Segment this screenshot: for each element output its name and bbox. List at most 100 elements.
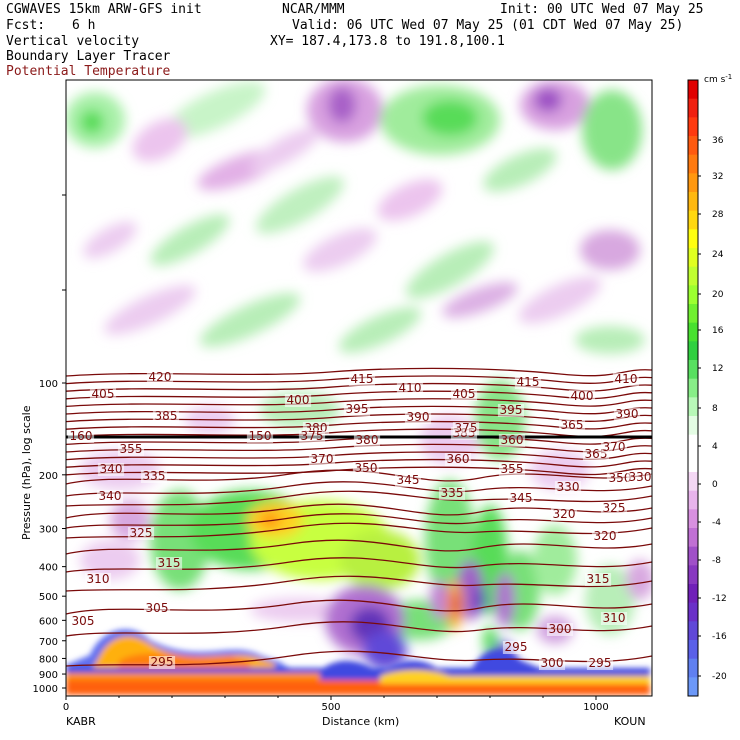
contour-label-bg	[84, 573, 112, 586]
contour-label-bg	[612, 373, 640, 386]
contour-label-bg	[591, 530, 619, 543]
colorbar-label: 0	[712, 480, 718, 490]
contour-label-bg	[550, 508, 578, 521]
theta-line-320	[66, 539, 652, 555]
contour-label: 400	[571, 389, 594, 403]
contour-label-bg	[69, 615, 97, 628]
contour-label: 295	[151, 655, 174, 669]
contour-label-bg	[343, 403, 371, 416]
contour-label-bg	[284, 394, 312, 407]
contour-label: 415	[517, 375, 540, 389]
colorbar-label: 20	[712, 290, 724, 300]
contour-label-bg	[600, 502, 628, 515]
contour-label-bg	[96, 490, 124, 503]
contour-label-bg	[152, 410, 180, 423]
contour-label: 380	[356, 433, 379, 447]
theta-line-330	[66, 513, 652, 529]
contour-label-bg	[613, 408, 641, 421]
colorbar-swatch	[688, 117, 698, 137]
colorbar-unit-text: cm s	[704, 75, 726, 85]
contour-label: 395	[500, 403, 523, 417]
contour-label-bg	[89, 388, 117, 401]
init-time: Init: 00 UTC Wed 07 May 25	[500, 2, 704, 17]
model-title: CGWAVES 15km ARW-GFS init	[6, 2, 202, 17]
contour-label-bg	[606, 472, 634, 485]
colorbar-swatch	[688, 80, 698, 100]
plot-frame	[65, 79, 653, 697]
contour-label-bg	[558, 419, 586, 432]
y-tick-label: 100	[39, 379, 58, 390]
contour-label-bg	[584, 573, 612, 586]
x-axis-title: Distance (km)	[322, 715, 399, 728]
contour-label-bg	[67, 430, 95, 443]
colorbar-swatch	[688, 285, 698, 305]
contour-label-bg	[502, 641, 530, 654]
contour-label: 300	[541, 656, 564, 670]
contour-label: 350	[355, 461, 378, 475]
contour-label-bg	[117, 443, 145, 456]
contour-label: 150	[249, 429, 272, 443]
contour-label: 345	[510, 491, 533, 505]
colorbar-label: 4	[712, 442, 718, 452]
colorbar-swatch	[688, 173, 698, 193]
x-axis: 0 500 1000	[63, 696, 609, 713]
colorbar-swatch	[688, 210, 698, 230]
colorbar-swatch	[688, 304, 698, 324]
contour-label: 305	[72, 614, 95, 628]
contour-label-bg	[148, 656, 176, 669]
contour-label: 360	[501, 433, 524, 447]
contour-label-bg	[140, 470, 168, 483]
contour-label: 375	[455, 421, 478, 435]
colorbar-swatch	[688, 378, 698, 398]
contour-label: 345	[397, 473, 420, 487]
contour-label: 410	[399, 381, 422, 395]
fcst-label: Fcst:	[6, 18, 46, 33]
theta-line-395	[66, 405, 652, 415]
contour-label-bg	[600, 441, 628, 454]
y-tick-label: 200	[39, 471, 58, 482]
contour-label: 360	[447, 452, 470, 466]
colorbar-swatch	[688, 341, 698, 361]
x-tick-label: 1000	[583, 702, 608, 713]
contour-label: 390	[616, 407, 639, 421]
colorbar-swatch	[688, 136, 698, 156]
contour-label: 405	[92, 387, 115, 401]
colorbar-unit-exp: -1	[725, 73, 732, 81]
colorbar-swatch	[688, 416, 698, 436]
org-label: NCAR/MMM	[282, 2, 345, 17]
contour-label-bg	[626, 471, 652, 484]
contour-label: 325	[603, 501, 626, 515]
contour-label-bg	[514, 376, 542, 389]
contour-label-bg	[554, 481, 582, 494]
colorbar-label: 12	[712, 364, 723, 374]
colorbar-swatch	[688, 472, 698, 492]
y-tick-label: 500	[39, 592, 58, 603]
colorbar-label: 24	[712, 250, 724, 260]
y-axis-title: Pressure (hPa), log scale	[20, 405, 33, 540]
contour-label: 160	[70, 429, 93, 443]
colorbar-swatch	[688, 509, 698, 529]
y-tick-label: 300	[39, 525, 58, 536]
theta-line-355	[66, 466, 652, 476]
contour-label-bg	[498, 463, 526, 476]
contour-label-bg	[348, 373, 376, 386]
contour-label-bg	[127, 527, 155, 540]
contour-label: 295	[505, 640, 528, 654]
contour-label: 320	[553, 507, 576, 521]
colorbar-swatch	[688, 658, 698, 678]
contour-label: 340	[100, 462, 123, 476]
valid-time: Valid: 06 UTC Wed 07 May 25 (01 CDT Wed …	[292, 18, 684, 33]
colorbar-swatch	[688, 397, 698, 417]
colorbar-label: 32	[712, 172, 723, 182]
contour-label-bg	[507, 492, 535, 505]
colorbar-swatch	[688, 322, 698, 342]
contour-label-bg	[155, 557, 183, 570]
contour-label-bg	[586, 657, 614, 670]
contour-label: 405	[453, 387, 476, 401]
colorbar-label: -16	[712, 632, 727, 642]
contour-label-bg	[352, 462, 380, 475]
colorbar-swatch	[688, 98, 698, 118]
contour-label: 410	[615, 372, 638, 386]
colorbar-label: 8	[712, 404, 718, 414]
